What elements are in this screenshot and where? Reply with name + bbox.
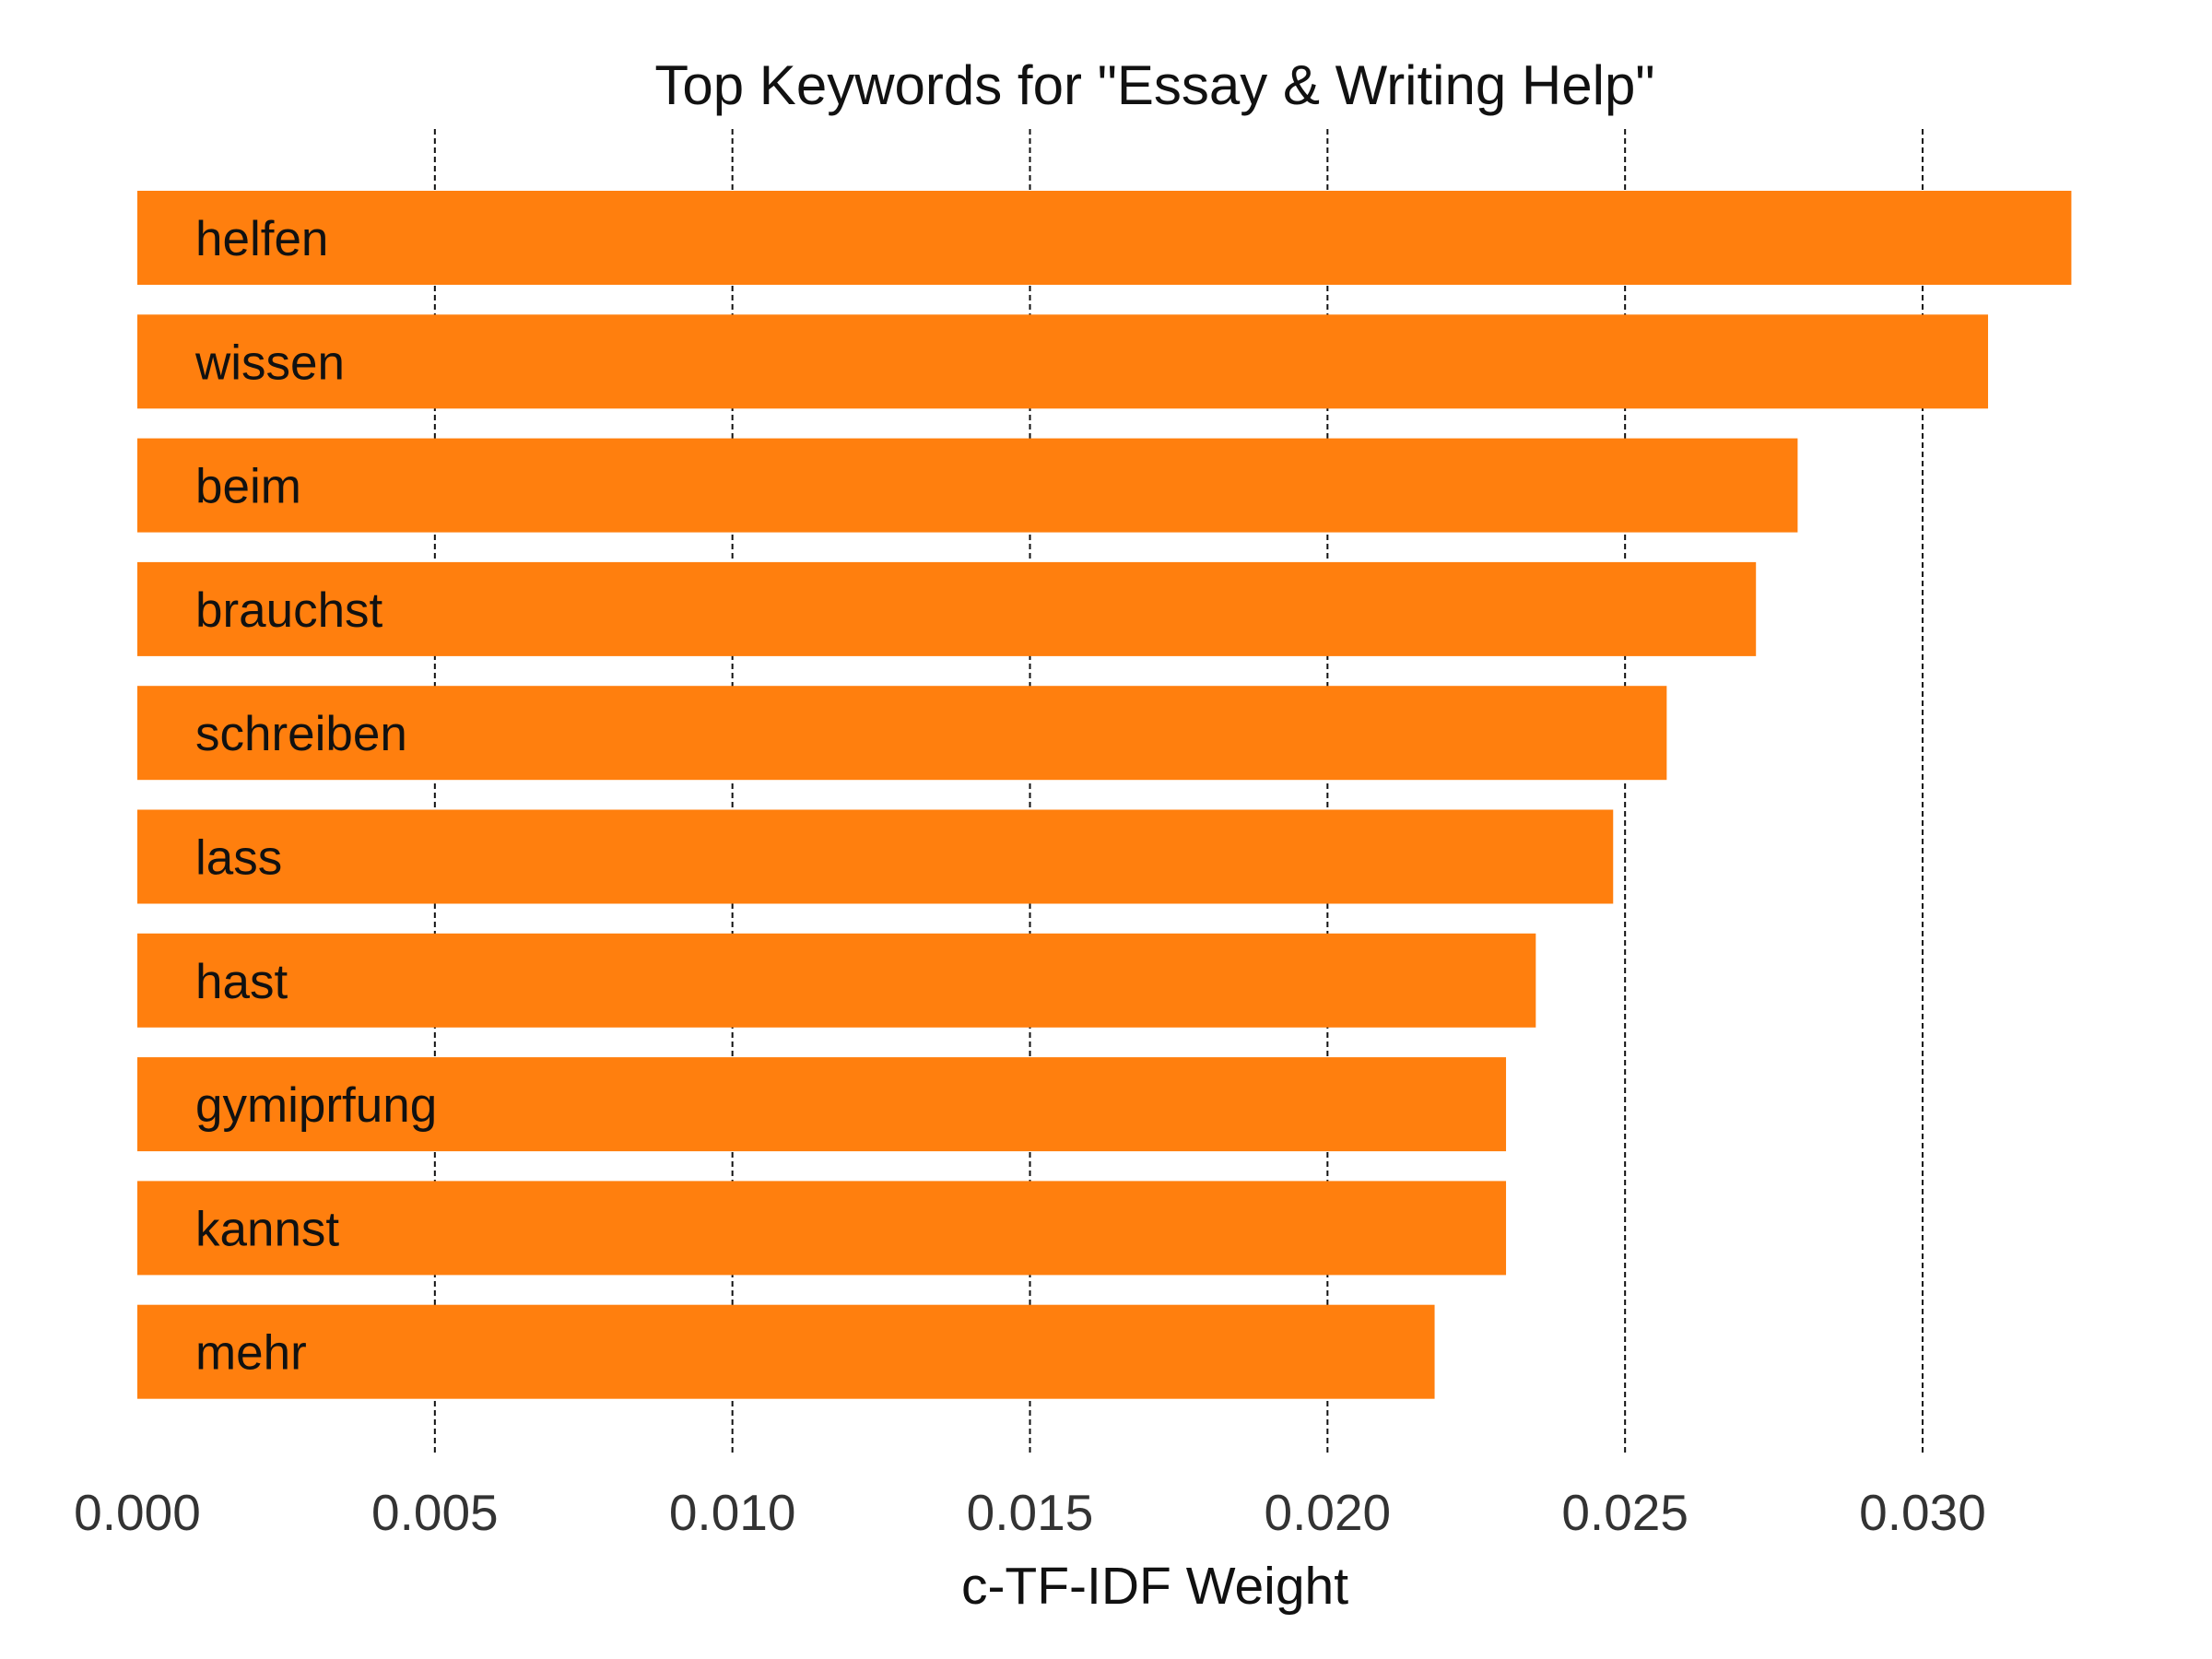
x-tick-label: 0.010 [669, 1484, 796, 1541]
bar-label-kannst: kannst [195, 1202, 339, 1256]
bar-label-helfen: helfen [195, 212, 328, 266]
bar-brauchst [137, 561, 1757, 656]
x-tick-label: 0.000 [74, 1484, 201, 1541]
bar-gymiprfung [137, 1057, 1507, 1152]
bar-label-gymiprfung: gymiprfung [195, 1078, 437, 1133]
x-tick-label: 0.030 [1859, 1484, 1986, 1541]
x-tick-label: 0.015 [967, 1484, 1094, 1541]
bar-label-brauchst: brauchst [195, 583, 383, 638]
bar-label-mehr: mehr [195, 1326, 307, 1381]
bar-label-lass: lass [195, 831, 282, 886]
bar-label-hast: hast [195, 955, 288, 1009]
bar-labels: helfen wissen beim brauchst schreiben lass has… [194, 212, 437, 1381]
x-axis-label: c-TF-IDF Weight [961, 1557, 1348, 1616]
bars [137, 191, 2072, 1399]
bar-hast [137, 933, 1536, 1028]
x-tick-labels: 0.000 0.005 0.010 0.015 0.020 0.025 0.030 [74, 1484, 1986, 1541]
x-tick-label: 0.005 [371, 1484, 499, 1541]
bar-kannst [137, 1181, 1507, 1276]
x-tick-label: 0.025 [1561, 1484, 1688, 1541]
bar-label-beim: beim [195, 460, 301, 514]
bar-label-wissen: wissen [194, 335, 345, 390]
bar-schreiben [137, 686, 1667, 781]
bar-helfen [137, 191, 2072, 285]
bar-wissen [137, 314, 1989, 409]
bar-beim [137, 438, 1798, 533]
chart-title: Top Keywords for "Essay & Writing Help" [654, 54, 1654, 116]
bar-label-schreiben: schreiben [195, 707, 407, 761]
bar-mehr [137, 1304, 1435, 1399]
x-tick-label: 0.020 [1265, 1484, 1392, 1541]
bar-lass [137, 809, 1614, 904]
